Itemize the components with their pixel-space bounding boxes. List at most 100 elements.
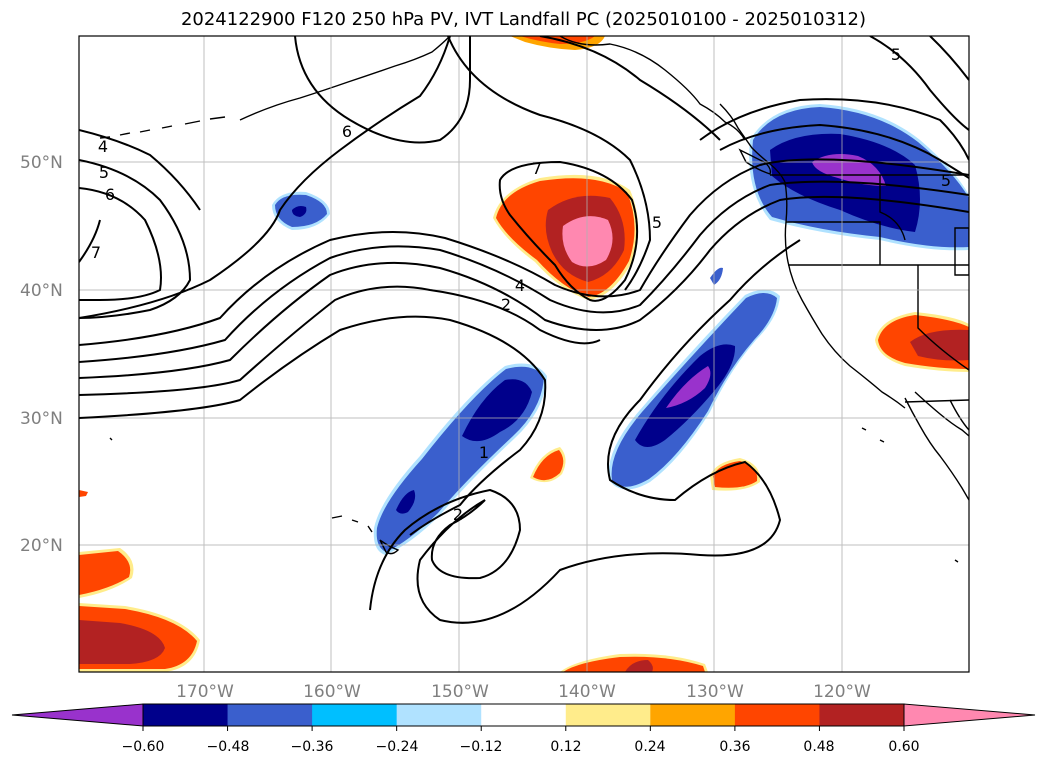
colorbar-segment bbox=[481, 704, 567, 726]
contour-2-upper bbox=[79, 285, 601, 396]
contour-label-4-center: 4 bbox=[515, 276, 525, 295]
us-mexico-border bbox=[904, 399, 969, 403]
colorbar: −0.60 −0.48 −0.36 −0.24 −0.12 0.12 0.24 … bbox=[11, 703, 1036, 755]
colorbar-frame bbox=[142, 703, 905, 727]
lon-label-150w: 150°W bbox=[431, 682, 489, 702]
contour-label-7-left: 7 bbox=[91, 243, 101, 262]
contour-low-right bbox=[929, 36, 969, 81]
alaska-peninsula-coast bbox=[239, 36, 451, 121]
lat-label-50n: 50°N bbox=[20, 153, 63, 173]
shade-edge-orange bbox=[79, 490, 88, 497]
colorbar-tick-label-8: 0.36 bbox=[719, 739, 750, 755]
lon-label-120w: 120°W bbox=[813, 682, 871, 702]
colorbar-segment bbox=[819, 704, 905, 726]
colorbar-segment bbox=[143, 704, 229, 726]
contour-labels: 4 5 6 7 6 7 5 4 2 5 5 1 2 bbox=[91, 45, 951, 524]
colorbar-tick-label-6: 0.12 bbox=[550, 739, 581, 755]
colorbar-segment bbox=[650, 704, 736, 726]
colorbar-ticks bbox=[142, 726, 905, 731]
contour-1 bbox=[79, 315, 547, 536]
colorbar-segment bbox=[396, 704, 482, 726]
contour-alaska bbox=[539, 36, 721, 141]
contour-5-left bbox=[79, 159, 192, 319]
colorbar-tick-label-5: −0.12 bbox=[460, 739, 503, 755]
us-west-coast bbox=[784, 181, 906, 409]
bc-coast bbox=[719, 103, 786, 183]
colorbar-tick-label-7: 0.24 bbox=[634, 739, 665, 755]
contour-6-ridge bbox=[294, 36, 471, 144]
shade-blue-small-dark bbox=[292, 206, 307, 217]
mt-border bbox=[954, 227, 969, 276]
colorbar-segments bbox=[11, 703, 1036, 727]
lon-label-130w: 130°W bbox=[686, 682, 744, 702]
baja-coast bbox=[904, 397, 969, 501]
colorbar-tick-label-3: −0.36 bbox=[291, 739, 334, 755]
latitude-labels: 50°N 40°N 30°N 20°N bbox=[20, 153, 63, 556]
lat-label-20n: 20°N bbox=[20, 536, 63, 556]
contour-6 bbox=[79, 36, 451, 319]
contour-7-trough bbox=[498, 160, 639, 302]
contour-label-6-left: 6 bbox=[105, 185, 115, 204]
contour-label-6-center: 6 bbox=[342, 122, 352, 141]
colorbar-extend-max bbox=[903, 703, 1036, 727]
lat-label-30n: 30°N bbox=[20, 409, 63, 429]
pv-contours bbox=[79, 36, 969, 624]
shade-neg1-dark bbox=[462, 379, 532, 442]
contour-5 bbox=[79, 158, 969, 346]
contour-6-left bbox=[79, 187, 162, 301]
contour-label-5-right: 5 bbox=[941, 171, 951, 190]
contour-5-ridge bbox=[447, 36, 652, 291]
chart-title: 2024122900 F120 250 hPa PV, IVT Landfall… bbox=[180, 9, 867, 30]
colorbar-segment bbox=[734, 704, 820, 726]
contour-5-topright bbox=[869, 36, 969, 131]
gulf-california-coast bbox=[914, 391, 969, 437]
map-plot-area: 4 5 6 7 6 7 5 4 2 5 5 1 2 bbox=[79, 36, 969, 672]
colorbar-tick-label-2: −0.48 bbox=[207, 739, 250, 755]
colorbar-segment bbox=[227, 704, 313, 726]
contour-label-2-low: 2 bbox=[453, 505, 463, 524]
map-frame bbox=[78, 35, 970, 673]
shade-ca-red bbox=[910, 329, 969, 361]
colorbar-segment bbox=[565, 704, 651, 726]
contour-label-5-left: 5 bbox=[99, 163, 109, 182]
shade-neg1-dark2 bbox=[396, 490, 416, 514]
shade-bl1-orange bbox=[79, 551, 131, 595]
contour-4-left bbox=[79, 129, 201, 211]
shade-bl2-red bbox=[79, 620, 165, 664]
contour-5-pnw bbox=[699, 98, 969, 161]
contour-3 bbox=[79, 195, 969, 379]
contour-label-5-topright: 5 bbox=[891, 45, 901, 64]
colorbar-tick-label-1: −0.60 bbox=[122, 739, 165, 755]
lon-label-140w: 140°W bbox=[558, 682, 616, 702]
contour-label-1: 1 bbox=[479, 443, 489, 462]
contour-7-left bbox=[79, 219, 101, 263]
colorbar-tick-label-4: −0.24 bbox=[376, 739, 419, 755]
island-speck bbox=[109, 427, 959, 563]
id-border bbox=[879, 175, 906, 241]
lon-label-170w: 170°W bbox=[176, 682, 234, 702]
contour-6-pnw bbox=[719, 123, 969, 179]
contour-2-loop bbox=[369, 239, 801, 624]
hawaii-islands bbox=[331, 515, 400, 555]
colorbar-segment bbox=[312, 704, 398, 726]
shade-small-orange bbox=[533, 450, 564, 481]
shade-neg2-purple bbox=[666, 366, 711, 408]
contour-label-2-center: 2 bbox=[501, 295, 511, 314]
ca-nv-border bbox=[917, 265, 969, 371]
contour-4 bbox=[79, 180, 969, 363]
contour-label-5-center: 5 bbox=[652, 213, 662, 232]
longitude-labels: 170°W 160°W 150°W 140°W 130°W 120°W bbox=[176, 682, 871, 702]
shade-neg2-speck bbox=[710, 267, 723, 285]
contour-label-4-left: 4 bbox=[98, 137, 108, 156]
colorbar-tick-labels: −0.60 −0.48 −0.36 −0.24 −0.12 0.12 0.24 … bbox=[122, 739, 920, 755]
lon-label-160w: 160°W bbox=[303, 682, 361, 702]
gridlines bbox=[79, 36, 969, 672]
shade-bc-red bbox=[625, 660, 653, 672]
colorbar-tick-label-9: 0.48 bbox=[803, 739, 834, 755]
wa-or-border bbox=[786, 221, 881, 265]
lat-label-40n: 40°N bbox=[20, 281, 63, 301]
colorbar-tick-label-10: 0.60 bbox=[888, 739, 919, 755]
colorbar-extend-min bbox=[11, 703, 144, 727]
contour-label-7-center: 7 bbox=[532, 159, 542, 178]
